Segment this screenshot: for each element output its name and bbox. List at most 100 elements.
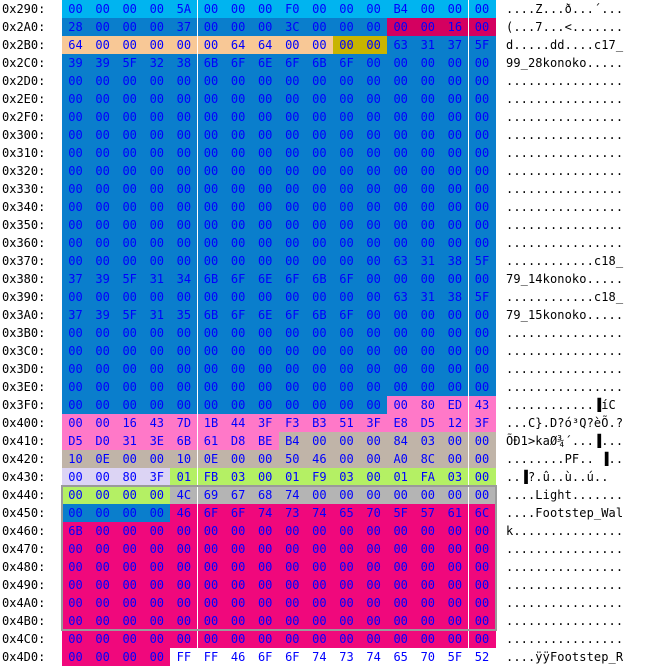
hex-byte[interactable]: 10 (170, 450, 198, 468)
hex-byte[interactable]: 00 (305, 360, 333, 378)
hex-byte[interactable]: 00 (89, 576, 117, 594)
hex-byte[interactable]: 00 (89, 180, 117, 198)
hex-byte[interactable]: FF (170, 648, 198, 666)
hex-byte[interactable]: 00 (89, 288, 117, 306)
hex-byte[interactable]: 31 (116, 432, 144, 450)
hex-byte[interactable]: 00 (360, 522, 388, 540)
hex-byte[interactable]: 00 (170, 576, 198, 594)
hex-byte[interactable]: 00 (143, 126, 171, 144)
hex-byte[interactable]: 00 (116, 558, 144, 576)
hex-byte[interactable]: 00 (224, 126, 252, 144)
hex-byte[interactable]: 00 (468, 72, 496, 90)
hex-byte[interactable]: 00 (360, 270, 388, 288)
hex-byte[interactable]: 00 (305, 216, 333, 234)
hex-byte[interactable]: 00 (89, 378, 117, 396)
hex-byte[interactable]: 00 (224, 288, 252, 306)
hex-byte[interactable]: 00 (89, 468, 117, 486)
hex-byte[interactable]: F9 (305, 468, 333, 486)
hex-byte[interactable]: 00 (89, 162, 117, 180)
hex-byte[interactable]: 00 (224, 234, 252, 252)
hex-byte[interactable]: 00 (414, 270, 442, 288)
hex-byte[interactable]: 00 (116, 126, 144, 144)
hex-byte[interactable]: 63 (387, 288, 415, 306)
hex-byte[interactable]: 00 (62, 162, 89, 180)
hex-byte[interactable]: 00 (468, 18, 496, 36)
hex-byte[interactable]: 00 (387, 540, 415, 558)
hex-byte[interactable]: ED (441, 396, 469, 414)
hex-byte[interactable]: 00 (278, 576, 306, 594)
ascii-text[interactable]: ..▐?.û..ù..ú.. (506, 470, 609, 484)
hex-byte[interactable]: 00 (170, 90, 198, 108)
hex-byte[interactable]: 00 (224, 378, 252, 396)
hex-byte[interactable]: 00 (224, 108, 252, 126)
hex-byte[interactable]: 00 (360, 612, 388, 630)
hex-byte[interactable]: 00 (170, 252, 198, 270)
hex-byte[interactable]: 80 (414, 396, 442, 414)
hex-byte[interactable]: 00 (62, 324, 89, 342)
hex-byte[interactable]: 00 (170, 594, 198, 612)
hex-byte[interactable]: 00 (468, 306, 496, 324)
hex-byte[interactable]: 00 (116, 648, 144, 666)
hex-byte[interactable]: 31 (414, 252, 442, 270)
hex-byte[interactable]: 00 (251, 0, 279, 18)
hex-byte[interactable]: 00 (62, 252, 89, 270)
hex-byte[interactable]: 00 (414, 0, 442, 18)
hex-byte[interactable]: 00 (278, 594, 306, 612)
hex-byte[interactable]: 00 (468, 468, 496, 486)
hex-byte[interactable]: 00 (143, 216, 171, 234)
hex-byte[interactable]: 74 (278, 486, 306, 504)
hex-byte[interactable]: 00 (468, 126, 496, 144)
ascii-text[interactable]: ................ (506, 380, 624, 394)
hex-byte[interactable]: 00 (89, 216, 117, 234)
hex-byte[interactable]: 00 (170, 108, 198, 126)
hex-byte[interactable]: 00 (387, 558, 415, 576)
hex-byte[interactable]: 00 (251, 126, 279, 144)
hex-byte[interactable]: E8 (387, 414, 415, 432)
hex-byte[interactable]: 00 (333, 630, 360, 648)
hex-byte[interactable]: 00 (197, 234, 225, 252)
hex-byte[interactable]: 00 (360, 90, 388, 108)
hex-byte[interactable]: 00 (251, 252, 279, 270)
hex-byte[interactable]: B4 (387, 0, 415, 18)
hex-byte[interactable]: 00 (305, 594, 333, 612)
hex-byte[interactable]: 03 (333, 468, 360, 486)
hex-byte[interactable]: 00 (414, 162, 442, 180)
ascii-text[interactable]: ................ (506, 200, 624, 214)
ascii-text[interactable]: ................ (506, 344, 624, 358)
hex-byte[interactable]: 00 (116, 630, 144, 648)
hex-byte[interactable]: 6B (62, 522, 89, 540)
hex-byte[interactable]: 00 (197, 0, 225, 18)
hex-byte[interactable]: 00 (333, 396, 360, 414)
hex-byte[interactable]: 00 (62, 288, 89, 306)
hex-byte[interactable]: 00 (468, 594, 496, 612)
hex-byte[interactable]: 00 (89, 108, 117, 126)
hex-byte[interactable]: 00 (441, 324, 469, 342)
hex-byte[interactable]: 00 (468, 360, 496, 378)
hex-byte[interactable]: 00 (251, 468, 279, 486)
hex-byte[interactable]: 00 (197, 216, 225, 234)
hex-byte[interactable]: 00 (116, 324, 144, 342)
hex-byte[interactable]: 31 (143, 270, 171, 288)
hex-byte[interactable]: 00 (278, 522, 306, 540)
hex-byte[interactable]: 03 (441, 468, 469, 486)
hex-byte[interactable]: 5A (170, 0, 198, 18)
hex-byte[interactable]: 5F (116, 306, 144, 324)
hex-byte[interactable]: 37 (441, 36, 469, 54)
hex-byte[interactable]: 00 (116, 252, 144, 270)
hex-byte[interactable]: 00 (143, 522, 171, 540)
hex-byte[interactable]: 00 (387, 378, 415, 396)
hex-byte[interactable]: 00 (143, 90, 171, 108)
hex-byte[interactable]: 6F (224, 504, 252, 522)
ascii-text[interactable]: ................ (506, 182, 624, 196)
hex-byte[interactable]: D5 (62, 432, 89, 450)
hex-byte[interactable]: B3 (305, 414, 333, 432)
hex-byte[interactable]: 00 (251, 594, 279, 612)
hex-byte[interactable]: 00 (224, 90, 252, 108)
hex-byte[interactable]: 00 (251, 612, 279, 630)
hex-byte[interactable]: 00 (468, 342, 496, 360)
hex-byte[interactable]: 00 (197, 144, 225, 162)
hex-byte[interactable]: 00 (387, 126, 415, 144)
hex-byte[interactable]: 00 (360, 144, 388, 162)
hex-byte[interactable]: 00 (414, 72, 442, 90)
hex-byte[interactable]: 00 (387, 180, 415, 198)
